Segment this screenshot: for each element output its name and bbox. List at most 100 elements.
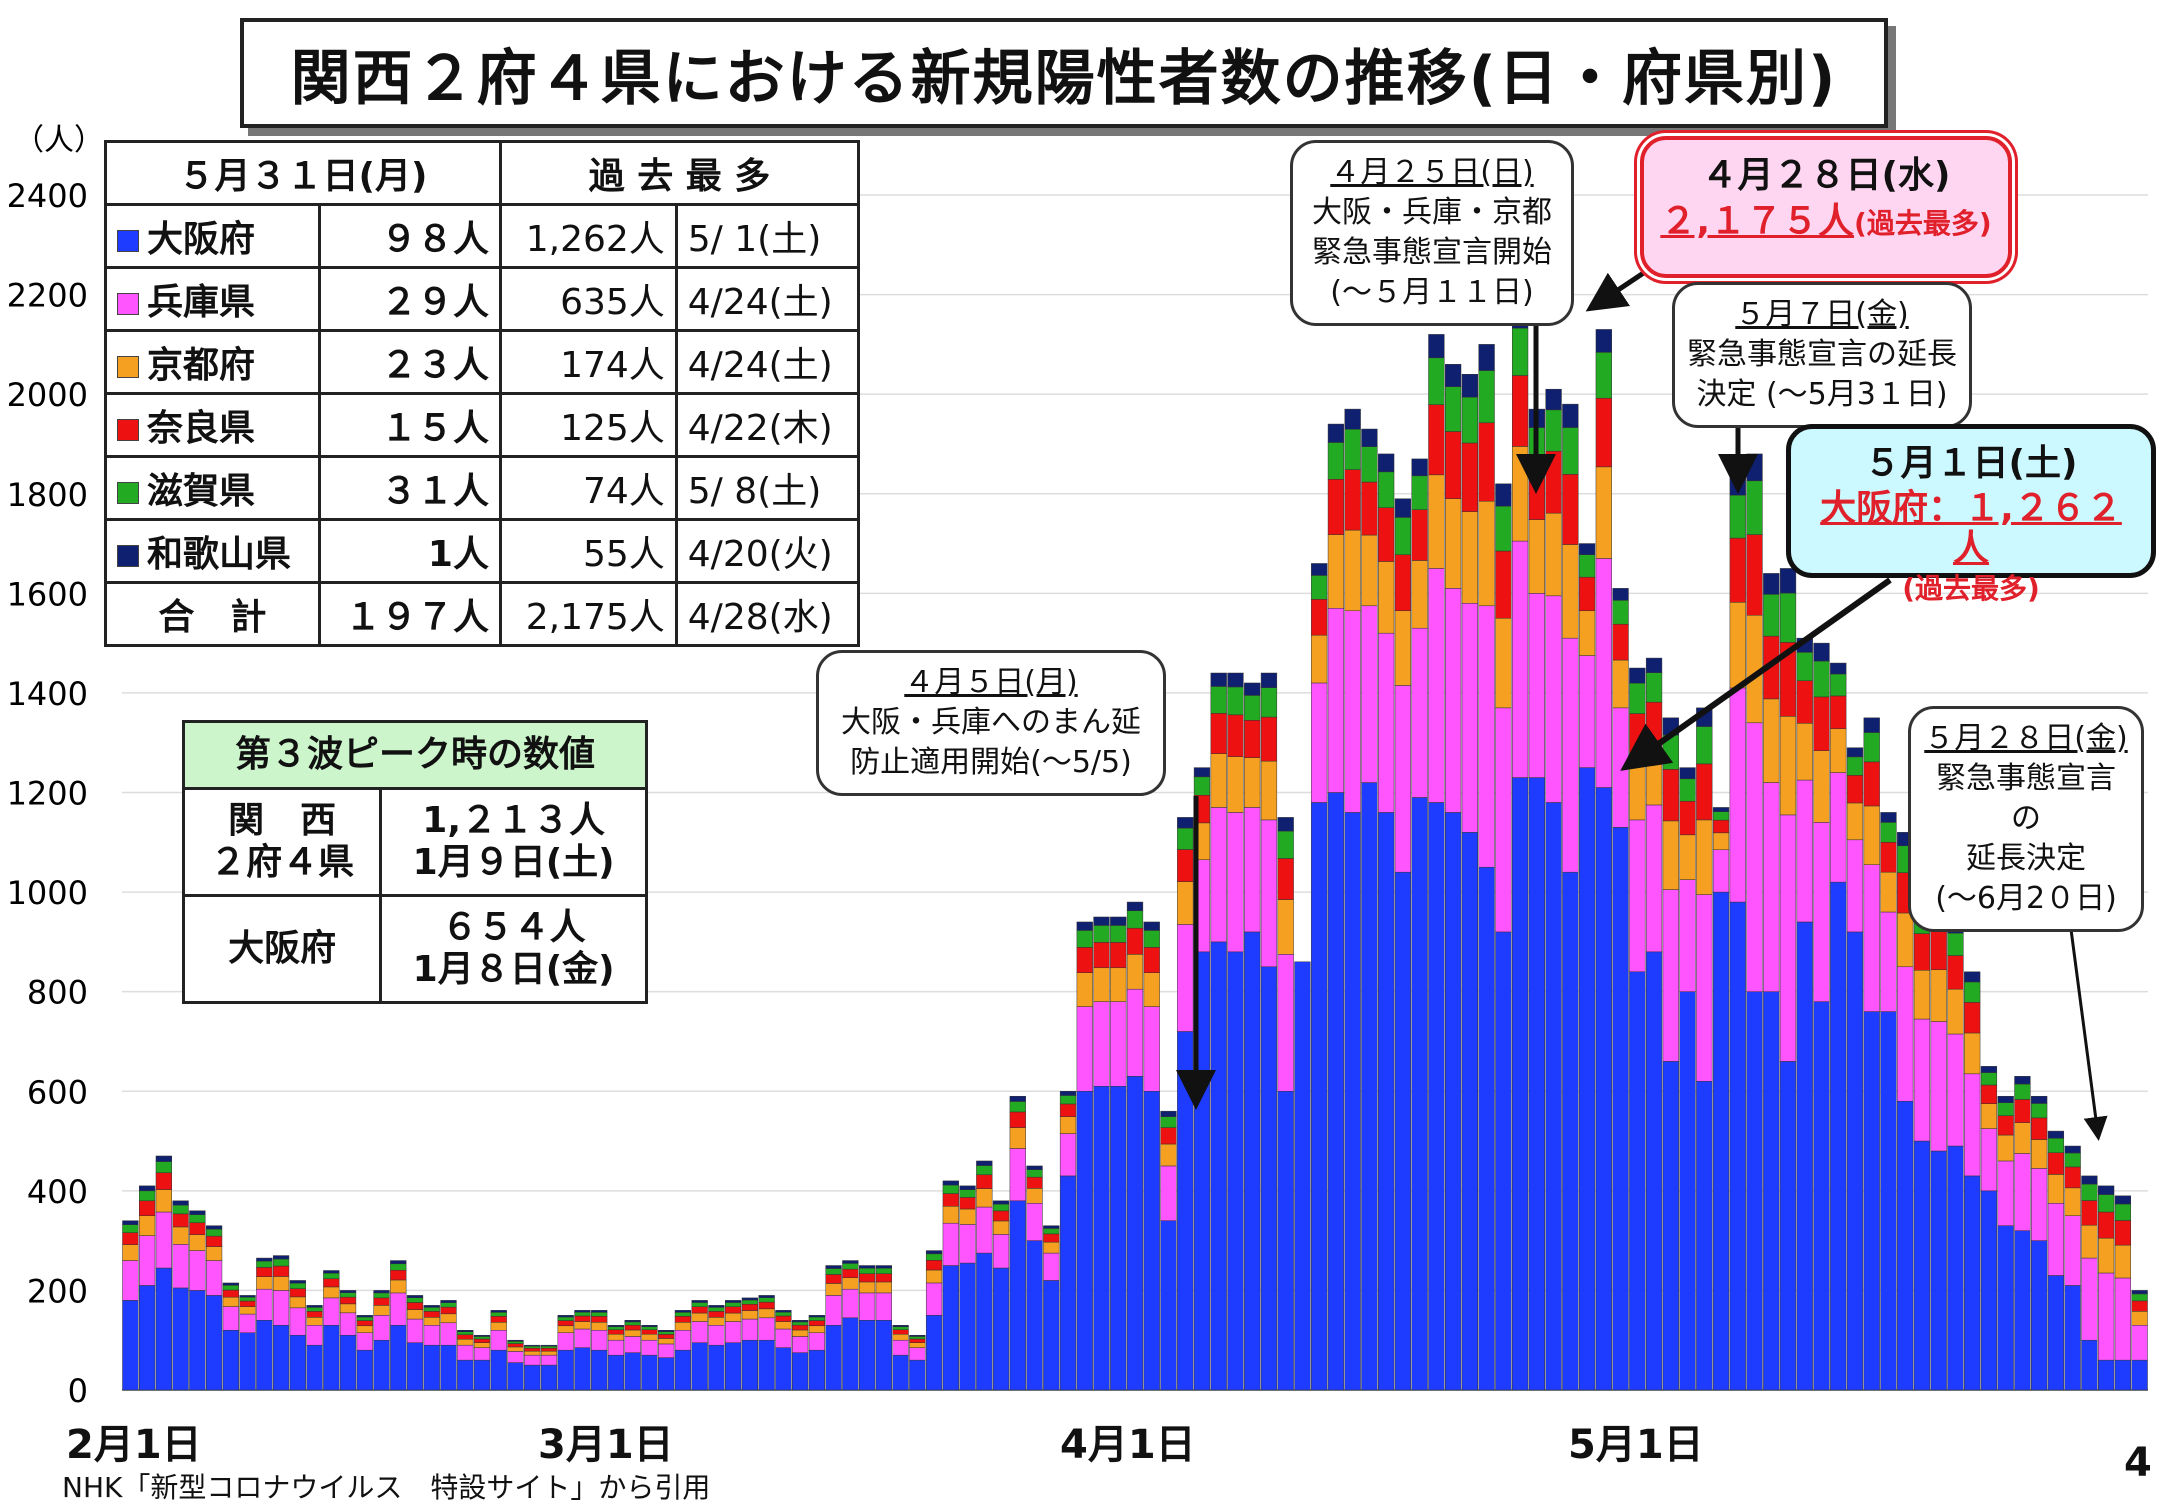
- bar-segment-wakayama: [725, 1300, 742, 1303]
- bar-segment-hyogo: [1746, 722, 1763, 992]
- bar-segment-nara: [674, 1316, 692, 1323]
- bar-segment-kyoto: [490, 1322, 507, 1331]
- bar-segment-shiga: [1344, 429, 1361, 470]
- bar-segment-kyoto: [2098, 1237, 2115, 1274]
- bar-segment-osaka: [674, 1349, 692, 1391]
- bar-segment-kyoto: [1411, 560, 1428, 629]
- bar-segment-kyoto: [1043, 1241, 1060, 1254]
- bar-segment-wakayama: [1411, 458, 1428, 477]
- bar-segment-hyogo: [1344, 610, 1361, 813]
- bar-segment-hyogo: [1880, 911, 1897, 1012]
- bar-segment-nara: [1612, 623, 1629, 661]
- max-count: 125人: [498, 392, 678, 458]
- prefecture-wakayama: 和歌山県: [104, 518, 321, 584]
- bar-segment-shiga: [1126, 910, 1144, 929]
- bar-segment-osaka: [992, 1267, 1010, 1391]
- bar-segment-osaka: [976, 1252, 993, 1391]
- bar-segment-wakayama: [540, 1344, 558, 1347]
- bar-segment-shiga: [1679, 778, 1696, 802]
- today-count: ２９人: [317, 266, 502, 332]
- bar-segment-hyogo: [1897, 966, 1914, 1102]
- bar-segment-wakayama: [1846, 747, 1864, 758]
- bar-segment-nara: [1562, 474, 1579, 545]
- bar-segment-hyogo: [1511, 540, 1529, 778]
- y-tick-label: 1200: [7, 775, 88, 813]
- bar-segment-hyogo: [1679, 879, 1696, 992]
- bar-segment-osaka: [1277, 1091, 1294, 1391]
- bar-segment-shiga: [1428, 357, 1445, 405]
- bar-segment-osaka: [942, 1265, 959, 1391]
- bar-segment-nara: [1026, 1176, 1043, 1189]
- bar-segment-shiga: [1043, 1228, 1060, 1235]
- bar-segment-nara: [205, 1235, 223, 1247]
- bar-segment-hyogo: [1779, 814, 1797, 1062]
- bar-segment-shiga: [1846, 756, 1864, 776]
- bar-segment-kyoto: [792, 1329, 809, 1337]
- bar-segment-nara: [825, 1274, 842, 1284]
- bar-segment-nara: [239, 1300, 256, 1307]
- y-axis-label: （人）: [14, 123, 104, 158]
- bar-segment-osaka: [1662, 1061, 1679, 1391]
- bar-segment-kyoto: [1528, 519, 1545, 594]
- bar-segment-hyogo: [1645, 804, 1663, 953]
- bar-segment-nara: [1696, 763, 1713, 821]
- bar-segment-nara: [1327, 479, 1345, 535]
- bar-segment-kyoto: [574, 1321, 591, 1330]
- bar-segment-wakayama: [1595, 329, 1612, 353]
- bar-segment-kyoto: [1210, 753, 1227, 808]
- bar-segment-nara: [1930, 930, 1947, 971]
- bar-segment-osaka: [574, 1347, 591, 1391]
- bar-segment-wakayama: [959, 1185, 976, 1190]
- bar-segment-hyogo: [1277, 954, 1294, 1092]
- bar-segment-osaka: [909, 1359, 926, 1391]
- bar-segment-wakayama: [490, 1310, 507, 1313]
- bar-segment-hyogo: [1361, 605, 1378, 783]
- bar-segment-shiga: [1244, 695, 1261, 721]
- bar-segment-kyoto: [1897, 912, 1914, 968]
- bar-segment-osaka: [1411, 797, 1428, 1391]
- bar-segment-osaka: [406, 1342, 424, 1391]
- bar-segment-nara: [2098, 1211, 2115, 1239]
- bar-segment-hyogo: [440, 1322, 457, 1346]
- bar-segment-nara: [1478, 422, 1495, 502]
- bar-segment-shiga: [440, 1302, 457, 1308]
- bar-segment-wakayama: [1244, 682, 1261, 696]
- bar-segment-wakayama: [1227, 672, 1244, 688]
- bar-segment-hyogo: [205, 1260, 223, 1296]
- today-count: ２３人: [317, 329, 502, 395]
- bar-segment-nara: [1076, 947, 1093, 973]
- bar-segment-wakayama: [138, 1185, 156, 1192]
- bar-segment-kyoto: [306, 1317, 323, 1326]
- bar-segment-wakayama: [373, 1290, 390, 1294]
- bar-segment-nara: [624, 1324, 641, 1331]
- bar-segment-nara: [390, 1270, 407, 1281]
- bar-segment-shiga: [2081, 1183, 2098, 1201]
- bar-segment-nara: [1227, 714, 1244, 757]
- bar-segment-osaka: [925, 1315, 943, 1391]
- bar-segment-shiga: [1495, 505, 1512, 552]
- bar-segment-kyoto: [1729, 602, 1746, 689]
- bar-segment-kyoto: [2114, 1244, 2132, 1279]
- legend-swatch-wakayama: [117, 545, 139, 567]
- bar-segment-shiga: [239, 1297, 256, 1302]
- bar-segment-shiga: [1227, 686, 1244, 716]
- bar-segment-osaka: [1294, 961, 1311, 1391]
- bar-segment-wakayama: [1361, 428, 1378, 447]
- bar-segment-osaka: [1863, 1011, 1880, 1391]
- bar-segment-osaka: [1177, 1031, 1194, 1391]
- bar-segment-nara: [2031, 1117, 2048, 1140]
- bar-segment-wakayama: [1026, 1165, 1043, 1170]
- bar-segment-kyoto: [172, 1226, 189, 1245]
- bar-segment-nara: [1712, 819, 1730, 834]
- y-tick-label: 600: [27, 1073, 88, 1111]
- bar-segment-nara: [1126, 927, 1144, 955]
- bar-segment-kyoto: [540, 1350, 558, 1356]
- bar-segment-wakayama: [2131, 1290, 2148, 1295]
- bar-segment-nara: [2114, 1220, 2132, 1246]
- bar-segment-shiga: [423, 1307, 440, 1312]
- bar-segment-nara: [959, 1197, 976, 1210]
- bar-segment-osaka: [1378, 812, 1395, 1391]
- bar-segment-nara: [992, 1210, 1010, 1222]
- bar-segment-osaka: [272, 1325, 290, 1391]
- callout-may7: ５月７日(金) 緊急事態宣言の延長 決定 (〜5月3１日): [1672, 282, 1972, 428]
